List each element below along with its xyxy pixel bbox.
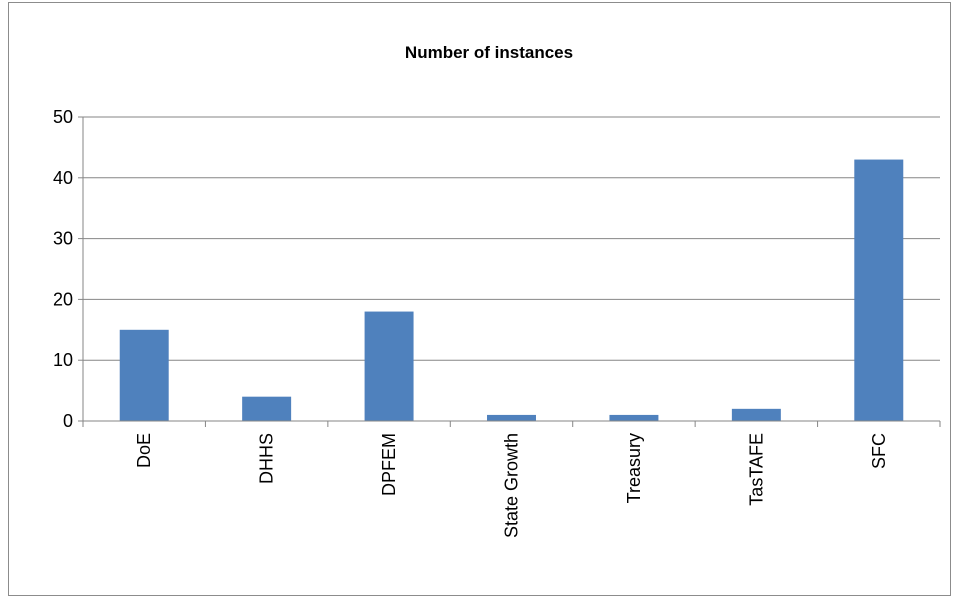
bars bbox=[119, 159, 904, 421]
y-tick-label: 10 bbox=[53, 350, 73, 370]
bar-tastafe bbox=[731, 408, 781, 421]
y-tick-label: 40 bbox=[53, 168, 73, 188]
x-tick-label: State Growth bbox=[502, 433, 522, 538]
bar-dpfem bbox=[364, 311, 414, 421]
x-tick-label: Treasury bbox=[624, 433, 644, 503]
chart-title: Number of instances bbox=[405, 43, 573, 62]
x-tick-label: DoE bbox=[134, 433, 154, 468]
y-tick-label: 20 bbox=[53, 289, 73, 309]
x-tick-label: DPFEM bbox=[379, 433, 399, 496]
bar-treasury bbox=[609, 414, 659, 421]
chart-area: Number of instances 0 10 20 30 40 50 DoE DHHS D… bbox=[8, 2, 951, 596]
axes bbox=[78, 116, 941, 427]
y-tick-label: 50 bbox=[53, 107, 73, 127]
y-tick-label: 30 bbox=[53, 229, 73, 249]
x-tick-label: SFC bbox=[869, 433, 889, 469]
x-tick-label: DHHS bbox=[257, 433, 277, 484]
y-tick-label: 0 bbox=[63, 411, 73, 431]
bar-state-growth bbox=[487, 414, 536, 421]
x-tick-labels: DoE DHHS DPFEM State Growth Treasury TasTAFE S… bbox=[134, 433, 889, 538]
bar-doe bbox=[119, 329, 169, 421]
x-tick-label: TasTAFE bbox=[746, 433, 766, 506]
y-tick-labels: 0 10 20 30 40 50 bbox=[53, 107, 73, 431]
bar-sfc bbox=[854, 159, 904, 421]
gridlines bbox=[83, 116, 940, 361]
bar-dhhs bbox=[242, 396, 292, 421]
